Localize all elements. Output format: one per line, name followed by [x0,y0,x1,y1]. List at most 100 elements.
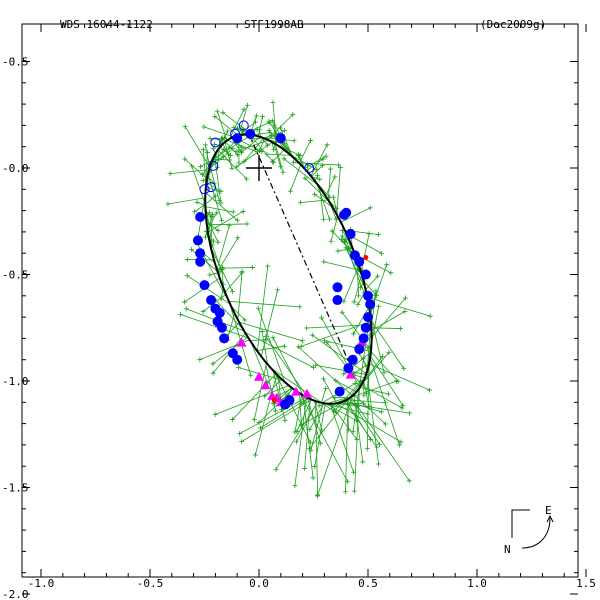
observation-plus [322,338,328,344]
blue-filled-marker [334,386,345,397]
observation-plus [194,199,200,205]
compass-arrowhead-icon [546,514,554,523]
blue-filled-marker [245,128,256,139]
residual-line [216,225,230,270]
observation-plus [240,208,246,214]
y-tick-label: -0.5 [2,269,29,282]
observation-plus [317,440,323,446]
residual-line [358,353,369,369]
observation-plus [324,142,330,148]
observation-plus [314,167,320,173]
residual-line [283,158,319,186]
observation-plus [328,166,334,172]
residual-line [306,158,324,172]
observation-plus [214,210,220,216]
observation-plus [373,293,379,299]
observation-plus [215,239,221,245]
residual-line [232,373,277,420]
residual-line [345,398,349,492]
observation-plus [397,326,403,332]
observation-plus [345,479,351,485]
observation-plus [220,154,226,160]
residual-line [349,397,380,445]
observation-plus [368,436,374,442]
residual-line [280,127,293,157]
residual-line [299,393,349,482]
magenta-triangle-marker [345,369,356,379]
residual-line [250,339,267,342]
residual-line [316,183,330,220]
header-left: WDS 16044-1122 [60,18,153,31]
blue-filled-marker [232,133,243,144]
residual-line [167,197,206,205]
residual-line [266,153,291,156]
blue-filled-marker [195,256,206,267]
residual-line [244,331,314,368]
residual-line [336,167,341,215]
residual-line [256,345,285,351]
blue-filled-marker [275,133,286,144]
observation-plus [304,325,310,331]
observation-plus [290,112,296,118]
observation-plus [191,209,197,215]
residual-line [325,403,357,421]
residual-line [307,397,321,444]
residual-line [363,280,377,296]
residual-line [317,395,353,497]
observation-plus [300,338,306,344]
observation-plus [183,306,189,312]
observation-plus [360,459,366,465]
observation-plus [350,429,356,435]
observation-plus [211,141,217,147]
observation-plus [323,385,329,391]
residual-line [289,153,317,171]
residual-line [228,300,300,308]
observation-plus [382,400,388,406]
blue-filled-marker [354,344,365,355]
residual-line [227,139,258,153]
residual-line [184,126,211,168]
residual-line [353,394,386,425]
observation-plus [280,169,286,175]
observation-plus [366,231,372,237]
node-line [247,131,352,367]
blue-filled-marker [363,290,373,301]
observation-plus [228,152,234,158]
observation-plus [339,309,345,315]
observation-plus [298,199,304,205]
residual-line [250,341,268,384]
residual-line [228,302,252,376]
blue-open-marker [208,160,219,171]
observation-plus [282,417,288,423]
observation-plus [427,313,433,319]
observation-plus [197,357,203,363]
magenta-triangle-marker [236,337,247,347]
observation-plus [209,211,215,217]
observation-plus [319,315,325,321]
observation-plus [372,292,378,298]
observation-plus [177,311,183,317]
residual-line [207,175,215,184]
residual-line [257,308,286,383]
observation-plus [255,305,261,311]
residual-line [258,388,294,423]
observation-plus [319,428,325,434]
observation-plus [384,262,390,268]
observation-plus [181,299,187,305]
observation-plus [251,417,257,423]
observation-plus [242,317,248,323]
blue-filled-marker [365,299,376,310]
residual-line [259,138,265,151]
observation-plus [230,209,236,215]
observation-plus [310,364,316,370]
residual-line [340,402,410,414]
observation-plus [266,118,272,124]
observation-plus [298,343,304,349]
observation-plus [335,248,341,254]
blue-filled-marker [332,295,343,306]
observation-plus [315,492,321,498]
residual-line [256,266,269,352]
observation-plus [184,257,190,263]
residual-line [298,140,311,164]
y-tick-label: -1.0 [2,375,29,388]
